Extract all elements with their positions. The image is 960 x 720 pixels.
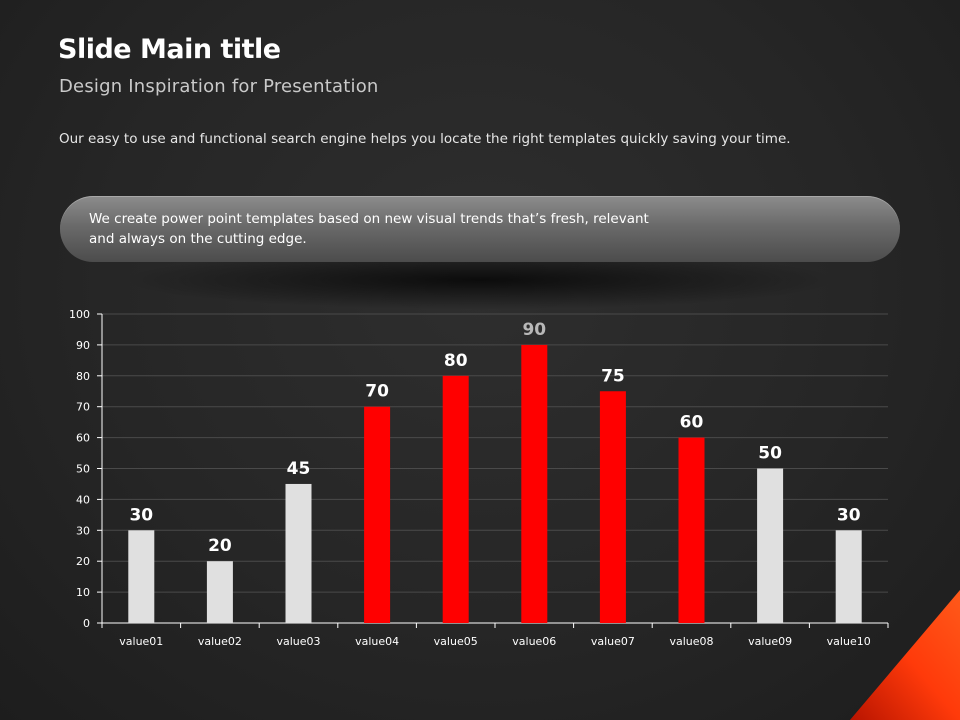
y-tick-label: 80 [76, 370, 90, 383]
x-tick-label: value05 [434, 635, 478, 648]
y-tick-label: 50 [76, 463, 90, 476]
data-label-value02: 20 [208, 536, 232, 556]
bar-value01 [128, 530, 155, 623]
x-tick-label: value09 [748, 635, 792, 648]
bar-value09 [757, 468, 784, 623]
slide-description: Our easy to use and functional search en… [59, 131, 791, 147]
bar-value03 [285, 483, 312, 623]
x-tick-label: value10 [827, 635, 871, 648]
bar-value10 [835, 530, 862, 623]
data-label-value01: 30 [129, 505, 153, 525]
chart-axes: 0 10 20 30 40 50 60 70 80 90 100 value01 value02 valu… [69, 308, 889, 648]
bar-value07 [599, 391, 626, 623]
data-label-value09: 50 [758, 444, 782, 464]
banner: We create power point templates based on… [60, 196, 900, 262]
x-tick-label: value07 [591, 635, 635, 648]
slide-subtitle: Design Inspiration for Presentation [59, 76, 379, 97]
y-tick-label: 40 [76, 493, 90, 506]
x-tick-label: value06 [512, 635, 556, 648]
x-tick-label: value04 [355, 635, 399, 648]
y-tick-label: 30 [76, 524, 90, 537]
chart-gridlines [102, 313, 888, 593]
banner-text: We create power point templates based on… [89, 211, 649, 247]
y-tick-label: 90 [76, 339, 90, 352]
bar-value08 [678, 437, 705, 623]
data-label-value06: 90 [522, 320, 546, 340]
y-tick-label: 20 [76, 555, 90, 568]
x-tick-label: value01 [119, 635, 163, 648]
x-tick-label: value08 [669, 635, 713, 648]
y-tick-label: 100 [69, 308, 90, 321]
data-label-value10: 30 [837, 505, 861, 525]
y-tick-label: 10 [76, 586, 90, 599]
corner-accent [850, 590, 960, 720]
data-label-value07: 75 [601, 366, 625, 386]
bar-value02 [206, 561, 233, 623]
bar-value06 [521, 344, 548, 623]
x-tick-label: value03 [276, 635, 320, 648]
x-tick-label: value02 [198, 635, 242, 648]
chart-data-labels: 30 20 45 70 80 90 75 60 50 30 [129, 320, 860, 556]
y-tick-label: 70 [76, 401, 90, 414]
y-tick-label: 0 [83, 617, 90, 630]
data-label-value05: 80 [444, 351, 468, 371]
bar-value05 [442, 375, 469, 623]
slide-title: Slide Main title [58, 34, 281, 65]
data-label-value04: 70 [365, 382, 389, 402]
data-label-value03: 45 [287, 459, 311, 479]
data-label-value08: 60 [680, 413, 704, 433]
chart-bars [128, 344, 862, 623]
bar-value04 [364, 406, 391, 623]
y-tick-label: 60 [76, 432, 90, 445]
